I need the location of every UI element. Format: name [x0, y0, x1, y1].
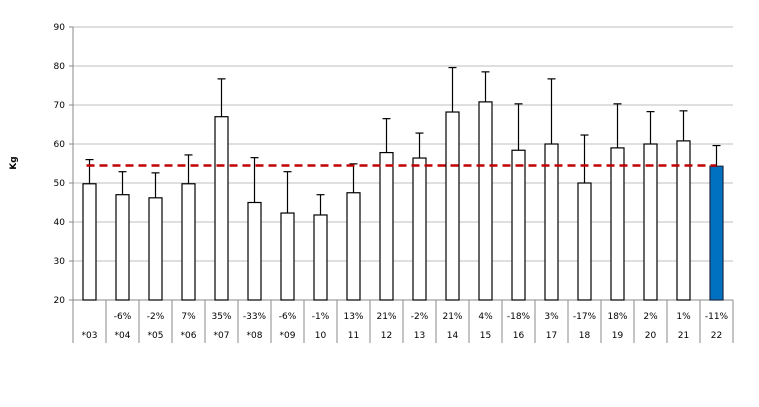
percent-change-label: 18%	[607, 312, 627, 322]
percent-change-label: 2%	[643, 312, 658, 322]
x-tick-label: 11	[348, 331, 359, 341]
y-tick-label: 80	[54, 62, 66, 72]
x-tick-label: *09	[280, 331, 296, 341]
bar	[82, 183, 97, 301]
percent-change-label: 13%	[343, 312, 363, 322]
x-tick-label: 15	[480, 331, 491, 341]
category-table: *03 -6% *04 -2% *05 7% *06 35% *07 -33% *08 -6% *09 -…	[72, 300, 734, 343]
percent-change-label: -33%	[243, 312, 267, 322]
percent-change-label: -11%	[705, 312, 729, 322]
bar	[280, 212, 295, 301]
x-tick-label: 20	[645, 331, 657, 341]
bar	[478, 101, 493, 301]
y-tick-label: 70	[54, 101, 66, 111]
bar	[379, 151, 394, 301]
x-tick-label: *06	[181, 331, 197, 341]
bar	[577, 182, 592, 301]
x-tick-label: *03	[82, 331, 98, 341]
percent-change-label: 4%	[478, 312, 493, 322]
percent-change-label: -6%	[114, 312, 132, 322]
x-tick-label: 12	[381, 331, 392, 341]
percent-change-label: -2%	[411, 312, 429, 322]
bar	[313, 214, 328, 301]
x-tick-label: *07	[214, 331, 230, 341]
percent-change-label: -18%	[507, 312, 531, 322]
x-tick-label: 19	[612, 331, 624, 341]
bar	[346, 192, 361, 301]
y-tick-label: 20	[54, 296, 66, 306]
gridlines	[69, 26, 733, 301]
x-tick-label: 16	[513, 331, 525, 341]
x-tick-label: 22	[711, 331, 722, 341]
bar	[643, 143, 658, 301]
percent-change-label: 7%	[181, 312, 196, 322]
percent-change-label: -2%	[147, 312, 165, 322]
percent-change-label: 21%	[442, 312, 462, 322]
bar	[115, 194, 130, 301]
bar	[412, 157, 427, 301]
y-axis-label: Kg	[9, 156, 19, 169]
x-tick-label: 10	[315, 331, 327, 341]
percent-change-label: 21%	[376, 312, 396, 322]
error-bars	[85, 66, 721, 215]
bar	[247, 201, 262, 301]
bar	[610, 147, 625, 301]
y-tick-label: 50	[54, 179, 66, 189]
y-tick-label: 40	[54, 218, 66, 228]
y-tick-label: 60	[54, 140, 66, 150]
x-tick-label: 14	[447, 331, 459, 341]
bar	[709, 165, 724, 301]
x-tick-label: 13	[414, 331, 425, 341]
x-tick-label: *05	[148, 331, 164, 341]
percent-change-label: -6%	[279, 312, 297, 322]
percent-change-label: -1%	[312, 312, 330, 322]
percent-change-label: 1%	[676, 312, 691, 322]
x-tick-label: *04	[115, 331, 131, 341]
y-tick-label: 90	[54, 23, 66, 33]
y-axis-ticks: 20 30 40 50 60 70 80 90	[54, 23, 66, 306]
x-tick-label: 18	[579, 331, 591, 341]
y-tick-label: 30	[54, 257, 66, 267]
bar	[148, 197, 163, 301]
bar	[214, 116, 229, 301]
percent-change-label: 3%	[544, 312, 559, 322]
bar	[445, 111, 460, 301]
percent-change-label: -17%	[573, 312, 597, 322]
bar	[181, 183, 196, 301]
bar	[544, 143, 559, 301]
percent-change-label: 35%	[211, 312, 231, 322]
bars	[82, 101, 724, 301]
x-tick-label: 21	[678, 331, 689, 341]
bar	[511, 149, 526, 301]
x-tick-label: *08	[247, 331, 263, 341]
x-tick-label: 17	[546, 331, 557, 341]
